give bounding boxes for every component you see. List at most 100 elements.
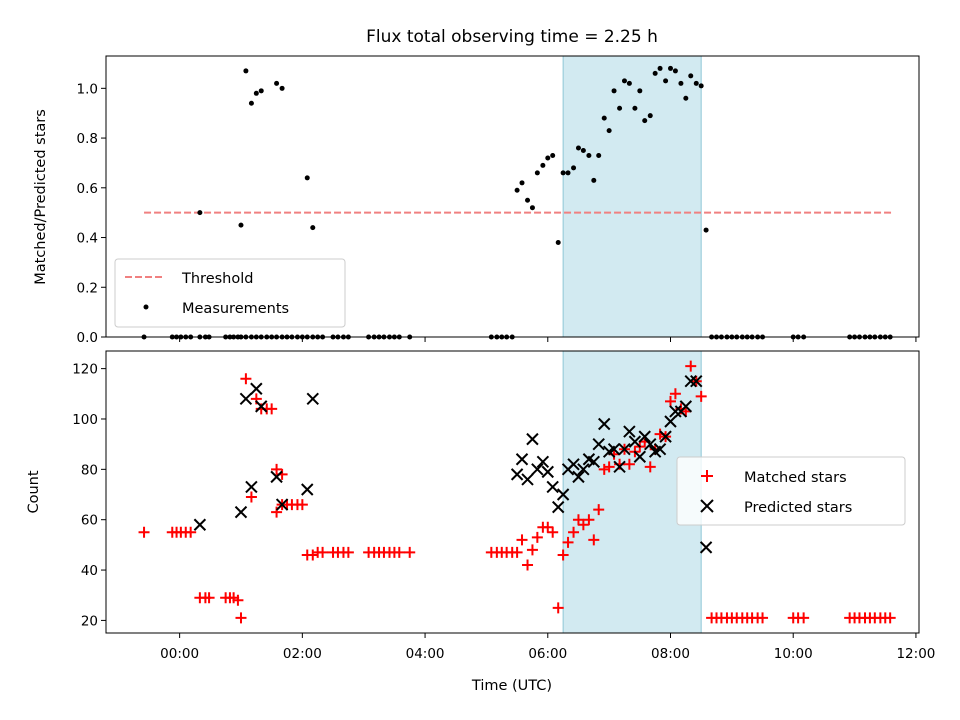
top-panel: 0.0 0.2 0.4 0.6 0.8 1.0 Matched/Predicted sta… xyxy=(33,55,920,346)
predicted-star-point xyxy=(193,518,207,531)
measurement-point xyxy=(540,162,546,168)
matched-star-point xyxy=(664,395,676,407)
legend-matched-swatch xyxy=(701,470,713,482)
matched-star-point xyxy=(798,612,810,624)
x-tick-label: 00:00 xyxy=(160,646,199,662)
predicted-star-point xyxy=(633,450,647,463)
measurement-point xyxy=(667,65,673,71)
top-shaded-span xyxy=(562,55,702,338)
measurement-point xyxy=(642,118,648,124)
predicted-star-point xyxy=(679,400,693,413)
top-y-axis-label: Matched/Predicted stars xyxy=(33,109,49,285)
predicted-star-point xyxy=(623,425,636,438)
predicted-star-point xyxy=(541,465,554,479)
measurement-point xyxy=(647,113,653,119)
measurement-point xyxy=(626,80,632,86)
measurement-point xyxy=(238,222,244,228)
matched-star-point xyxy=(271,463,283,475)
predicted-star-point xyxy=(644,437,657,451)
y-tick-label: 0.8 xyxy=(77,131,98,147)
matched-star-point xyxy=(240,373,252,385)
predicted-star-point xyxy=(234,505,248,519)
legend-measurements-label: Measurements xyxy=(182,301,289,317)
y-tick-label: 0.6 xyxy=(77,181,98,197)
x-tick-label: 02:00 xyxy=(283,646,322,662)
matched-star-point xyxy=(393,546,405,558)
measurement-point xyxy=(672,68,678,74)
top-legend-box xyxy=(114,258,346,328)
top-frame xyxy=(105,55,920,338)
x-tick-label: 08:00 xyxy=(651,646,690,662)
measurement-point xyxy=(591,177,597,183)
matched-star-point xyxy=(203,592,215,604)
y-tick-label: 0.2 xyxy=(77,280,98,296)
measurement-point xyxy=(663,78,669,84)
measurement-point xyxy=(575,145,581,151)
measurement-point xyxy=(621,78,627,84)
measurement-point xyxy=(545,155,551,161)
predicted-star-point xyxy=(531,463,544,476)
measurement-point xyxy=(279,85,285,91)
matched-star-point xyxy=(404,546,416,558)
y-tick-label: 120 xyxy=(72,362,98,378)
predicted-star-point xyxy=(572,470,585,484)
top-x-ticks xyxy=(179,337,917,342)
predicted-star-point xyxy=(270,470,283,484)
matched-star-point xyxy=(598,463,610,475)
measurement-point xyxy=(688,73,694,79)
measurement-point xyxy=(611,88,617,94)
matched-star-point xyxy=(685,360,697,372)
matched-star-point xyxy=(271,506,283,518)
matched-star-point xyxy=(884,612,896,624)
predicted-star-point xyxy=(250,382,263,395)
predicted-star-point xyxy=(245,480,258,494)
predicted-star-point xyxy=(628,435,642,448)
measurement-point xyxy=(683,95,689,101)
matched-star-point xyxy=(317,546,329,558)
y-tick-label: 80 xyxy=(81,462,98,478)
predicted-star-point xyxy=(521,473,534,486)
predicted-star-point xyxy=(275,498,289,511)
x-tick-label: 04:00 xyxy=(406,646,445,662)
measurement-point xyxy=(586,152,592,158)
matched-star-point xyxy=(568,526,580,538)
predicted-star-point xyxy=(653,442,667,456)
measurement-point xyxy=(274,80,280,86)
measurement-point xyxy=(197,210,203,216)
predicted-star-point xyxy=(536,455,550,468)
measurement-point xyxy=(529,205,535,211)
bottom-y-axis-label: Count xyxy=(26,470,42,513)
y-tick-label: 20 xyxy=(81,613,98,629)
measurement-point xyxy=(514,187,520,193)
measurement-point xyxy=(632,105,638,111)
bottom-y-ticks: 20 40 60 80 100 120 xyxy=(72,362,106,629)
y-tick-label: 100 xyxy=(72,412,98,428)
matched-star-point xyxy=(245,491,257,503)
matched-star-point xyxy=(552,602,564,614)
measurement-point xyxy=(534,170,540,176)
y-tick-label: 0.0 xyxy=(77,330,98,346)
bottom-legend-box xyxy=(676,456,906,526)
top-legend: Threshold Measurements xyxy=(114,258,346,328)
measurement-point xyxy=(253,90,259,96)
measurement-point xyxy=(678,80,684,86)
matched-star-point xyxy=(185,526,197,538)
matched-star-point xyxy=(588,534,600,546)
predicted-star-point xyxy=(684,375,697,388)
bottom-frame xyxy=(105,350,920,634)
measurement-point xyxy=(693,80,699,86)
predicted-star-point xyxy=(526,432,539,446)
matched-star-point xyxy=(522,559,534,571)
measurement-point xyxy=(550,152,556,158)
matched-star-point xyxy=(547,526,559,538)
measurement-point xyxy=(519,180,525,186)
matched-star-point xyxy=(695,390,707,402)
y-tick-label: 1.0 xyxy=(77,81,98,97)
measurement-point xyxy=(248,100,254,106)
x-tick-label: 12:00 xyxy=(896,646,935,662)
predicted-star-point xyxy=(598,417,611,431)
matched-star-point xyxy=(511,546,523,558)
x-tick-label: 10:00 xyxy=(774,646,813,662)
measurement-point xyxy=(637,88,643,94)
